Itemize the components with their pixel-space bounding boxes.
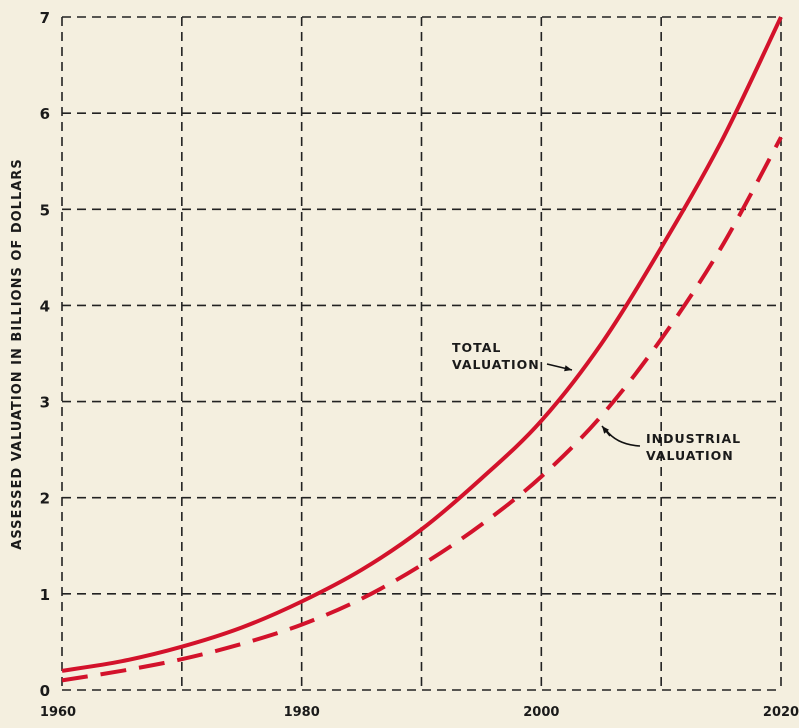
- annotation-industrial-line-2: VALUATION: [646, 448, 734, 463]
- annotation-total-line-2: VALUATION: [452, 357, 540, 372]
- total-valuation-line: [61, 16, 783, 673]
- grid: [61, 16, 782, 691]
- annotation-industrial-leader-curve: [605, 429, 641, 447]
- axes: 0 1 2 3 4 5 6 7 1960 1980 2000 2020 ASSESSED VALUATI…: [10, 9, 799, 720]
- series-layer: [61, 16, 783, 683]
- y-tick-label: 7: [40, 9, 50, 27]
- x-tick-label: 2020: [763, 705, 799, 720]
- y-tick-label: 3: [40, 394, 50, 412]
- y-tick-label: 6: [40, 105, 50, 123]
- annotation-industrial-line-1: INDUSTRIAL: [646, 431, 741, 446]
- industrial-valuation-line: [61, 136, 783, 683]
- annotation-total-arrowhead: [564, 365, 572, 372]
- x-tick-label: 1960: [40, 705, 76, 720]
- x-tick-label: 1980: [284, 705, 320, 720]
- x-tick-label: 2000: [523, 705, 559, 720]
- y-tick-label: 0: [40, 682, 50, 700]
- annotation-industrial-arrowhead: [602, 426, 610, 434]
- annotation-total-line-1: TOTAL: [452, 340, 501, 355]
- y-axis-label: ASSESSED VALUATION IN BILLIONS OF DOLLAR…: [10, 158, 25, 549]
- y-tick-label: 4: [40, 297, 50, 315]
- y-tick-label: 1: [40, 586, 50, 604]
- y-tick-label: 5: [40, 201, 50, 219]
- y-tick-label: 2: [40, 490, 50, 508]
- labels-layer: TOTAL VALUATION INDUSTRIAL VALUATION: [452, 340, 741, 463]
